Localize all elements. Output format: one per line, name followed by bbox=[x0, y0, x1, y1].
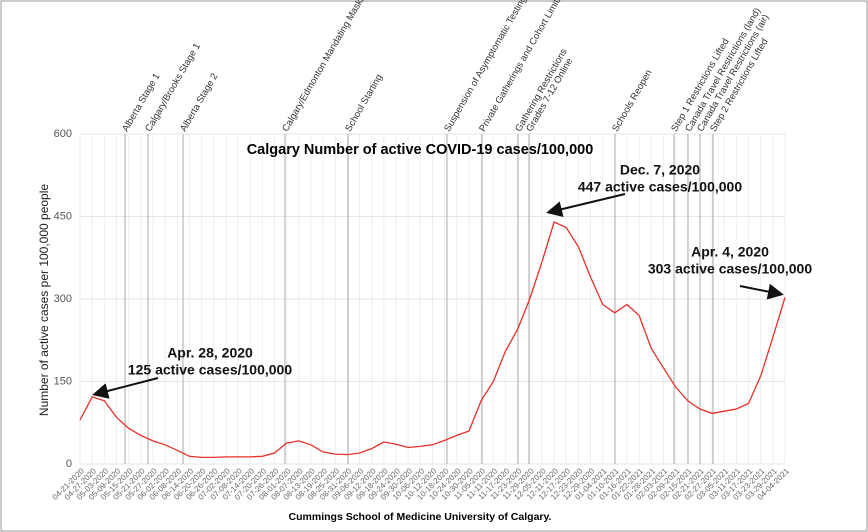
annotation-arrow bbox=[92, 377, 159, 399]
y-axis-label: Number of active cases per 100,000 peopl… bbox=[37, 184, 51, 416]
annotation-text: 447 active cases/100,000 bbox=[578, 179, 742, 195]
chart-title: Calgary Number of active COVID-19 cases/… bbox=[247, 142, 594, 158]
y-tick-label: 450 bbox=[54, 210, 72, 222]
annotation-text: 125 active cases/100,000 bbox=[128, 362, 292, 378]
y-tick-label: 600 bbox=[54, 128, 72, 140]
annotation-text: Dec. 7, 2020 bbox=[620, 162, 700, 178]
annotation-arrow bbox=[739, 283, 784, 300]
annotation-arrow bbox=[546, 193, 626, 217]
y-tick-label: 300 bbox=[54, 293, 72, 305]
y-tick-label: 150 bbox=[54, 375, 72, 387]
caption: Cummings School of Medicine University o… bbox=[289, 511, 552, 523]
annotation-text: Apr. 28, 2020 bbox=[167, 345, 253, 361]
annotation-text: Apr. 4, 2020 bbox=[691, 244, 769, 260]
line bbox=[79, 221, 786, 459]
y-tick-label: 0 bbox=[66, 458, 72, 470]
annotation-text: 303 active cases/100,000 bbox=[648, 261, 812, 277]
